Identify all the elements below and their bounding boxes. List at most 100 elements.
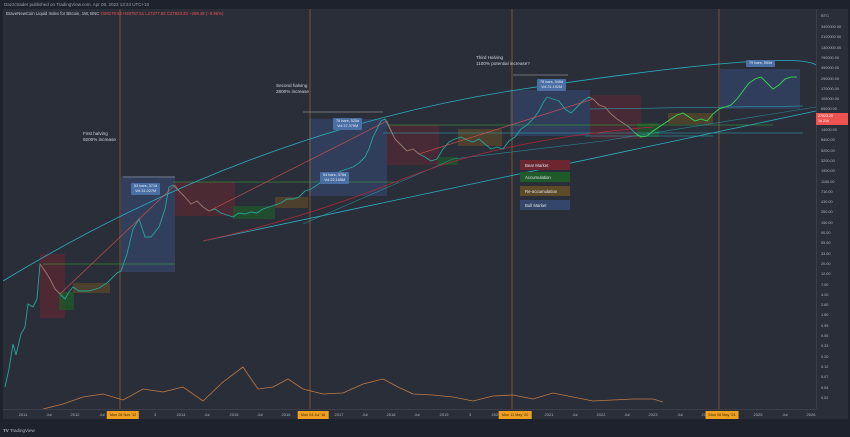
measure-label-1: 53 bars, 371d Vol 31.027M: [131, 183, 161, 195]
price-tick: 33.00: [821, 251, 831, 256]
time-tick: 2026: [806, 412, 816, 417]
time-tick: Jul: [362, 412, 368, 417]
price-tick: 2100000.00: [821, 35, 842, 40]
price-tick: 8400.00: [821, 138, 835, 143]
time-tick: 2012: [70, 412, 80, 417]
time-tick: 3: [153, 412, 157, 417]
price-tick: 90.00: [821, 231, 831, 235]
price-tick: 1900.00: [821, 169, 835, 174]
second-halving-note: Second halving 2800% increase: [276, 83, 309, 94]
lower-channel-line: [202, 110, 816, 242]
ohlc-low: L27277.82: [145, 11, 166, 16]
halving-date-marker: Mon 04 Jul '16: [297, 411, 329, 419]
halving-date-marker: Mon 06 May '24: [705, 411, 739, 419]
time-tick: 2016: [281, 412, 291, 417]
ohlc-open: O28179.62: [100, 11, 122, 16]
tv-logo-icon: TV: [3, 428, 9, 433]
price-tick: 65000.00: [821, 107, 837, 112]
price-tick: 1.60: [821, 313, 829, 318]
time-axis[interactable]: 2011 Jul 2012 Jul 3 2014 Jul 2015 Jul 2016 2017 Jul…: [3, 409, 816, 419]
price-tick: 290000.00: [821, 76, 839, 81]
symbol-legend[interactable]: BraveNewCoin Liquid Index for Bitcoin, 1…: [6, 11, 223, 16]
bear-zone-2022: [590, 95, 641, 139]
reaccum-zone-2016: [275, 197, 308, 208]
time-tick: Jul: [99, 412, 105, 417]
time-tick: 2018: [386, 412, 396, 417]
price-tick: 1300000.00: [821, 45, 842, 50]
price-tick: 150.00: [821, 220, 833, 225]
price-tick: 105000.00: [821, 97, 839, 102]
measure-label-5: 79 bars, 553d: [746, 60, 776, 67]
third-halving-note: Third Halving 1100% potential increase?: [476, 55, 530, 66]
price-tick: 0.07: [821, 375, 829, 380]
price-change: −269.48 (−0.96%): [189, 11, 224, 16]
time-tick: 2015: [229, 412, 239, 417]
time-tick: Jul: [414, 412, 420, 417]
time-tick: 2020: [491, 412, 501, 417]
time-tick: 2017: [334, 412, 344, 417]
price-tick: 3400000.00: [821, 25, 842, 29]
key-reaccumulation: Re-accumulation: [520, 186, 570, 196]
volume-ma-line: [42, 366, 664, 409]
time-tick: Jul: [782, 412, 788, 417]
price-tick: 3200.00: [821, 158, 835, 163]
reaccum-zone-2012: [73, 283, 110, 293]
time-tick: 2023: [648, 412, 658, 417]
price-tick: 710.00: [821, 189, 833, 194]
price-tick: 0.33: [821, 344, 829, 349]
price-tick: 14000.00: [821, 128, 837, 132]
price-tick: 260.00: [821, 210, 833, 215]
price-tick: 0.04: [821, 385, 829, 390]
current-price-tag: 27923.20 1d 21h: [816, 113, 848, 125]
price-tick: 2.60: [821, 303, 829, 308]
price-tick: 0.95: [821, 323, 829, 328]
key-bull-market: Bull Market: [520, 200, 570, 210]
ohlc-close: C27923.20: [166, 11, 188, 16]
first-halving-note: First halving 9200% increase: [83, 131, 116, 142]
ohlc-high: H28757.51: [123, 11, 145, 16]
price-tick: 0.12: [821, 364, 829, 369]
halving-date-marker: Mon 11 May '20: [498, 411, 532, 419]
price-tick: 4.20: [821, 292, 829, 297]
time-tick: 2011: [18, 412, 28, 417]
price-tick: 170000.00: [821, 86, 839, 91]
time-tick: Jul: [572, 412, 578, 417]
tradingview-logo[interactable]: TV TradingView: [3, 428, 35, 433]
price-tick: 0.55: [821, 334, 829, 338]
measure-label-3: 54 bars, 378d Vol 22.165M: [320, 172, 350, 184]
price-tick: 7.00: [821, 282, 829, 287]
time-tick: 2021: [544, 412, 554, 417]
time-tick: 2022: [596, 412, 606, 417]
price-tick: 20.00: [821, 261, 831, 266]
price-axis[interactable]: BTC 3400000.00 2100000.00 1300000.00 790000…: [816, 9, 848, 409]
moving-average: [202, 126, 654, 242]
halving-date-marker: Mon 26 Nov '12: [106, 411, 140, 419]
reaccum-zone-2019: [458, 129, 502, 146]
measure-label-4: 78 bars, 546d Vol 21.192M: [537, 79, 567, 91]
time-tick: 2014: [176, 412, 186, 417]
bull-zone-2025: [720, 69, 800, 109]
price-tick: 1150.00: [821, 179, 835, 184]
key-accumulation: Accumulation: [520, 172, 570, 182]
price-tick: 790000.00: [821, 55, 839, 60]
accum-zone-2023: [637, 123, 659, 137]
symbol-name: BraveNewCoin Liquid Index for Bitcoin, 1…: [6, 11, 100, 16]
price-tick: 490000.00: [821, 66, 839, 71]
currency-label: BTC: [821, 13, 829, 18]
price-tick: 0.02: [821, 395, 829, 400]
price-tick: 430.00: [821, 200, 833, 205]
price-tick: 55.00: [821, 241, 831, 246]
time-tick: Jul: [204, 412, 210, 417]
time-tick: 3: [468, 412, 472, 417]
price-tick: 5200.00: [821, 148, 835, 153]
price-plot[interactable]: [3, 9, 816, 409]
time-tick: Jul: [46, 412, 52, 417]
measure-label-2: 75 bars, 525d Vol 37.379M: [333, 118, 363, 130]
bull-zone-2017: [309, 119, 387, 196]
time-tick: 2019: [439, 412, 449, 417]
price-tick: 12.00: [821, 272, 831, 277]
time-tick: Jul: [624, 412, 630, 417]
bear-zone-2014: [175, 182, 235, 216]
publisher-line: Dazzctrader published on TradingView.com…: [4, 2, 150, 7]
